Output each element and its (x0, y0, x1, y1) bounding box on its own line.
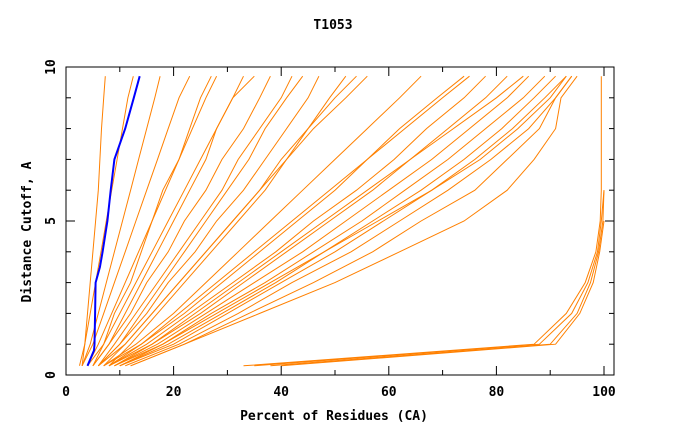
series-line-23 (125, 75, 573, 367)
series-line-32 (281, 220, 605, 367)
series-line-25 (130, 75, 578, 367)
x-axis-label: Percent of Residues (CA) (240, 409, 428, 424)
series-line-6 (92, 75, 271, 367)
series-line-29 (243, 76, 602, 367)
series-line-16 (103, 75, 465, 367)
series-line-13 (108, 75, 357, 367)
series-line-27 (114, 75, 524, 367)
axes: 0 20 40 60 80 100 0 5 10 (44, 59, 616, 400)
series-line-24 (130, 75, 573, 367)
series-line-14 (97, 75, 368, 367)
series-line-9 (103, 75, 347, 367)
series-line-10 (87, 75, 212, 367)
x-tick-label: 0 (62, 385, 70, 400)
series-line-0 (81, 76, 106, 366)
x-tick-label: 60 (381, 385, 397, 400)
series-line-18 (108, 75, 508, 367)
y-tick-label: 0 (44, 371, 59, 379)
series-line-20 (114, 75, 546, 367)
series-line-15 (103, 75, 422, 367)
series-line-26 (119, 75, 567, 367)
series-lines (79, 75, 605, 367)
series-line-7 (97, 75, 293, 367)
y-axis-label: Distance Cutoff, A (20, 161, 35, 302)
x-tick-label: 100 (592, 385, 616, 400)
series-line-8 (97, 75, 320, 367)
series-line-12 (97, 75, 304, 367)
plot-frame (65, 66, 615, 376)
x-tick-label: 20 (166, 385, 182, 400)
y-tick-label: 5 (44, 217, 59, 225)
highlight-series-line (86, 75, 141, 367)
series-line-22 (119, 75, 567, 367)
y-tick-label: 10 (44, 59, 59, 75)
series-line-28 (108, 75, 470, 367)
series-line-30 (254, 190, 605, 367)
x-tick-label: 40 (273, 385, 289, 400)
x-tick-label: 80 (489, 385, 505, 400)
series-line-19 (114, 75, 530, 367)
series-line-3 (81, 75, 191, 367)
series-line-1 (79, 76, 134, 366)
chart-title: T1053 (313, 18, 352, 33)
series-line-21 (119, 75, 556, 367)
series-line-17 (108, 75, 486, 367)
series-line-2 (81, 76, 161, 366)
series-line-11 (92, 75, 255, 367)
